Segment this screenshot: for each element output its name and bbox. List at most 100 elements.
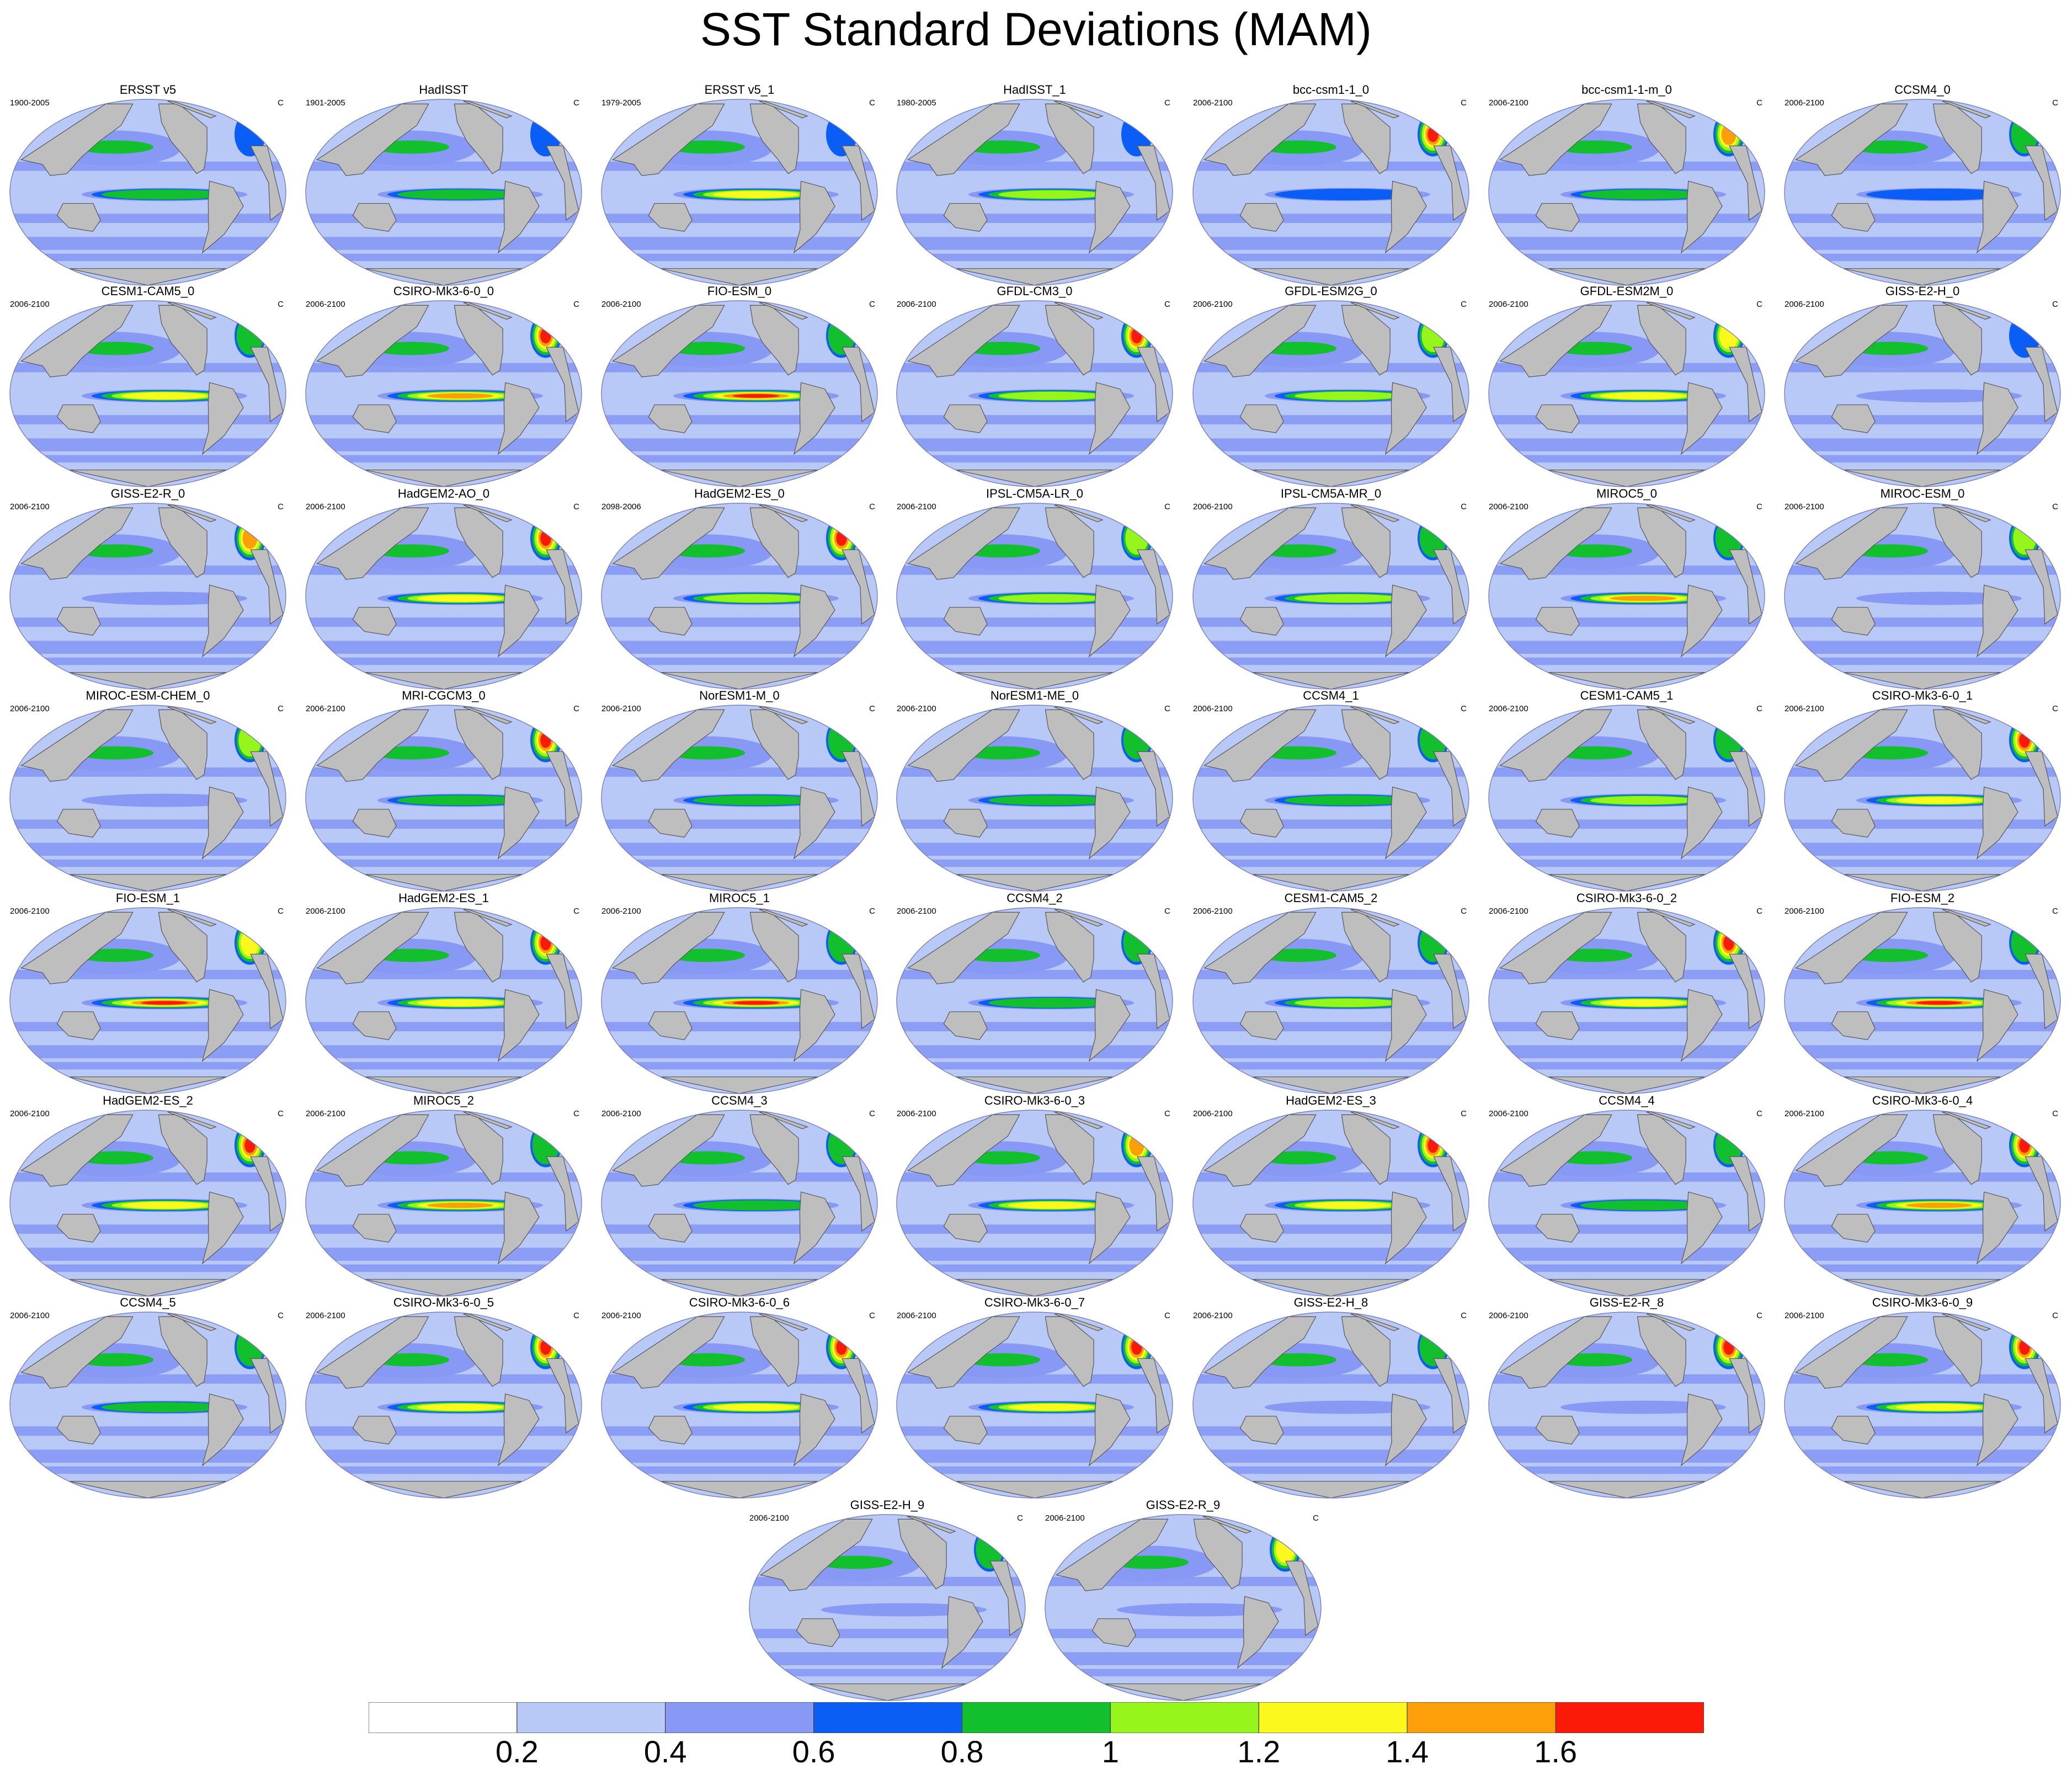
north-america-landmass bbox=[1637, 103, 1686, 174]
panel-units: C bbox=[869, 907, 875, 916]
greenland-landmass bbox=[1054, 302, 1104, 320]
page-title: SST Standard Deviations (MAM) bbox=[700, 3, 1372, 55]
variability-band bbox=[1785, 363, 2060, 372]
map-border bbox=[1192, 1312, 1469, 1499]
variability-band bbox=[306, 1022, 582, 1032]
world-map bbox=[896, 705, 1173, 892]
map-border bbox=[601, 705, 878, 892]
south-america-landmass bbox=[497, 180, 540, 254]
world-map bbox=[9, 907, 286, 1094]
variability-band bbox=[306, 455, 582, 463]
africa-landmass bbox=[2025, 1156, 2058, 1232]
equatorial-pacific-level bbox=[998, 391, 1104, 401]
panel-units: C bbox=[1164, 1311, 1170, 1320]
north-america-landmass bbox=[158, 1114, 207, 1185]
africa-landmass bbox=[1729, 549, 1762, 625]
equatorial-pacific-level bbox=[417, 595, 503, 602]
map-border bbox=[305, 300, 582, 487]
variability-band bbox=[1193, 214, 1469, 223]
antarctica-landmass bbox=[1547, 1076, 1706, 1094]
south-america-landmass bbox=[1384, 584, 1427, 658]
equatorial-pacific-level bbox=[1295, 998, 1400, 1008]
panel-title: GISS-E2-H_9 bbox=[850, 1498, 925, 1512]
africa-landmass bbox=[841, 1358, 875, 1434]
map-border bbox=[9, 300, 286, 487]
africa-landmass bbox=[250, 347, 284, 423]
map-border bbox=[1192, 503, 1469, 690]
antarctica-landmass bbox=[1547, 672, 1706, 689]
map-panel: GFDL-ESM2G_0 2006-2100 C bbox=[1187, 284, 1474, 491]
antarctica-landmass bbox=[808, 1683, 967, 1701]
north-atlantic-level bbox=[1723, 935, 1734, 951]
variability-band bbox=[601, 565, 877, 575]
variability-band bbox=[306, 1264, 582, 1272]
australia-landmass bbox=[1535, 1416, 1580, 1444]
panel-title: GFDL-ESM2M_0 bbox=[1580, 284, 1674, 298]
colorbar-tick-label: 1.2 bbox=[1237, 1734, 1281, 1769]
variability-band bbox=[897, 161, 1173, 171]
equatorial-pacific-level bbox=[1117, 1603, 1282, 1617]
equatorial-pacific-level bbox=[427, 393, 493, 399]
panel-units: C bbox=[2052, 704, 2058, 713]
variability-band bbox=[1785, 161, 2060, 171]
south-america-landmass bbox=[497, 786, 540, 860]
greenland-landmass bbox=[167, 100, 217, 119]
antarctica-landmass bbox=[1251, 1279, 1410, 1296]
variability-band bbox=[601, 1466, 877, 1474]
variability-band bbox=[1193, 657, 1469, 665]
panel-period: 2006-2100 bbox=[601, 704, 641, 713]
variability-band bbox=[1193, 641, 1469, 654]
asia-landmass bbox=[907, 103, 1020, 176]
world-map bbox=[749, 1514, 1026, 1701]
north-america-landmass bbox=[749, 1316, 799, 1387]
map-border bbox=[1488, 503, 1765, 690]
greenland-landmass bbox=[1942, 706, 1991, 724]
asia-landmass bbox=[611, 305, 725, 377]
africa-landmass bbox=[2025, 347, 2058, 423]
asia-landmass bbox=[1499, 1316, 1612, 1389]
variability-band bbox=[601, 1045, 877, 1058]
panel-title: CCSM4_1 bbox=[1303, 689, 1359, 702]
panel-period: 2006-2100 bbox=[1489, 907, 1528, 916]
greenland-landmass bbox=[907, 1516, 956, 1534]
south-america-landmass bbox=[1088, 1393, 1131, 1467]
south-america-landmass bbox=[1680, 1393, 1723, 1467]
panel-title: ERSST v5 bbox=[119, 83, 177, 97]
world-map bbox=[896, 503, 1173, 690]
map-panel: HadGEM2-ES_0 2098-2006 C bbox=[596, 487, 883, 694]
variability-band bbox=[1193, 1426, 1469, 1436]
world-map bbox=[601, 907, 878, 1094]
variability-band bbox=[601, 1449, 877, 1463]
equatorial-pacific-level bbox=[1295, 594, 1400, 603]
australia-landmass bbox=[943, 809, 988, 838]
variability-band bbox=[306, 565, 582, 575]
equatorial-pacific-level bbox=[1600, 999, 1686, 1006]
variability-band bbox=[1489, 1264, 1765, 1272]
australia-landmass bbox=[1239, 404, 1284, 433]
africa-landmass bbox=[546, 549, 579, 625]
africa-landmass bbox=[250, 751, 284, 827]
greenland-landmass bbox=[1646, 302, 1696, 320]
variability-band bbox=[1489, 565, 1765, 575]
panel-units: C bbox=[573, 98, 579, 108]
south-america-landmass bbox=[1976, 382, 2018, 455]
map-border bbox=[601, 503, 878, 690]
variability-band bbox=[601, 438, 877, 451]
world-map bbox=[1488, 705, 1765, 892]
north-america-landmass bbox=[1637, 1114, 1686, 1185]
variability-band bbox=[306, 214, 582, 223]
asia-landmass bbox=[316, 912, 429, 984]
variability-band bbox=[897, 253, 1173, 262]
antarctica-landmass bbox=[1547, 1481, 1706, 1498]
map-border bbox=[1488, 705, 1765, 892]
australia-landmass bbox=[352, 809, 397, 838]
variability-band bbox=[1489, 1374, 1765, 1384]
world-map bbox=[1784, 1110, 2061, 1297]
north-atlantic-level bbox=[1721, 124, 1737, 145]
map-panel: MIROC-ESM-CHEM_0 2006-2100 C bbox=[4, 689, 291, 896]
variability-band bbox=[1785, 214, 2060, 223]
variability-band bbox=[1785, 843, 2060, 856]
south-america-landmass bbox=[793, 989, 835, 1062]
map-border bbox=[1488, 99, 1765, 286]
variability-band bbox=[10, 1264, 286, 1272]
